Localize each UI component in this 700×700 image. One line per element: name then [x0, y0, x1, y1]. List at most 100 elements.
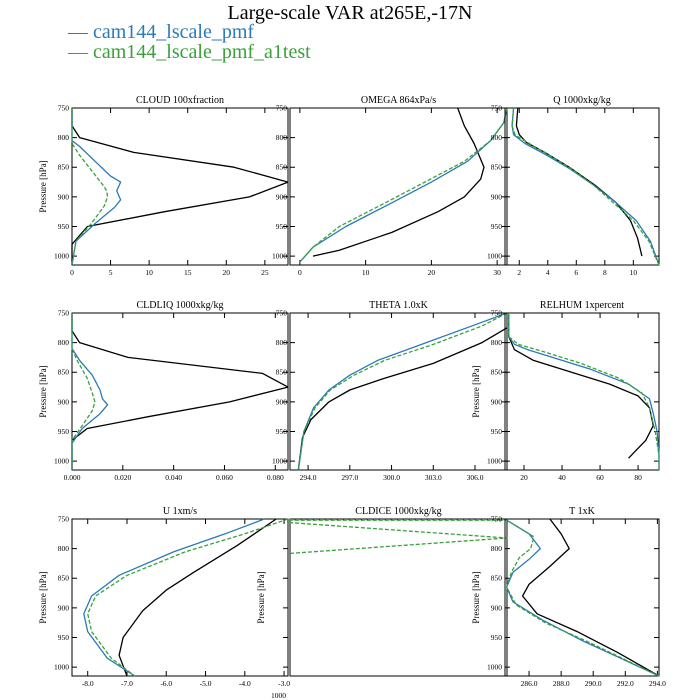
x-tick-label: 5 — [109, 268, 113, 277]
x-tick-label: 10 — [362, 268, 370, 277]
panel-title: CLDICE 1000xkg/kg — [355, 506, 441, 517]
chart-panel-9: T 1xK Pressure [hPa] 750 800 850 900 950 1000 28… — [471, 506, 666, 688]
y-tick-label: 900 — [276, 397, 288, 406]
y-tick-label: 900 — [58, 192, 70, 201]
y-tick-label: 1000 — [487, 457, 502, 466]
panel-title: THETA 1.0xK — [369, 300, 428, 311]
plot-frame — [289, 312, 508, 471]
x-tick-label: 4 — [546, 268, 550, 277]
y-tick-label: 950 — [58, 427, 70, 436]
y-tick-label: 850 — [491, 163, 503, 172]
x-tick-label: -7.0 — [121, 679, 133, 688]
y-axis-label: Pressure [hPa] — [256, 571, 266, 623]
panel-title: CLDLIQ 1000xkg/kg — [137, 300, 224, 311]
y-tick-label: 800 — [58, 338, 70, 347]
series-line-2 — [511, 107, 660, 266]
x-tick-label: 20 — [223, 268, 231, 277]
series-line-1 — [290, 518, 508, 521]
panel-title: T 1xK — [569, 506, 595, 517]
y-tick-label: 750 — [491, 104, 503, 113]
y-axis-label: Pressure [hPa] — [38, 365, 48, 417]
series-line-2 — [505, 519, 660, 677]
x-tick-label: 288.0 — [553, 679, 570, 688]
y-tick-label: 850 — [276, 163, 288, 172]
y-tick-label: 1000 — [487, 663, 502, 672]
x-tick-label: 0.060 — [216, 473, 233, 482]
y-tick-label: 950 — [58, 633, 70, 642]
series-line-1 — [521, 518, 660, 677]
series-line-1 — [71, 313, 289, 470]
y-tick-label: 1000 — [54, 252, 69, 261]
y-tick-label: 750 — [58, 104, 70, 113]
x-tick-label: -4.0 — [239, 679, 251, 688]
panel-title: U 1xm/s — [163, 506, 197, 517]
plot-frame — [71, 518, 289, 677]
y-tick-label: 950 — [58, 222, 70, 231]
panel-title: CLOUD 100xfraction — [136, 95, 224, 106]
x-tick-label: 10 — [630, 268, 638, 277]
y-tick-label: 900 — [58, 397, 70, 406]
legend-entry-2: — cam144_lscale_pmf_a1test — [68, 41, 311, 63]
y-tick-label: 850 — [276, 368, 288, 377]
y-tick-label: 750 — [58, 515, 70, 524]
series-line-1 — [118, 518, 277, 677]
y-tick-label: 1000 — [487, 252, 502, 261]
series-line-2 — [299, 107, 508, 263]
x-tick-label: -6.0 — [160, 679, 172, 688]
chart-panel-1: CLOUD 100xfraction Pressure [hPa] 750 800 85… — [38, 95, 289, 277]
chart-panel-5: THETA 1.0xK 750 800 850 900 950 1000 294.0 297.0… — [272, 300, 508, 482]
series-line-1 — [71, 108, 289, 265]
chart-panel-2: OMEGA 864xPa/s 750 800 850 900 950 1000 0 10 20 30 — [272, 95, 508, 277]
y-tick-label: 850 — [58, 574, 70, 583]
bottom-label: 1000 — [271, 691, 286, 700]
series-line-2 — [71, 108, 122, 266]
y-tick-label: 800 — [491, 133, 503, 142]
series-line-2 — [71, 313, 109, 470]
x-tick-label: 20 — [520, 473, 528, 482]
x-tick-label: 6 — [574, 268, 578, 277]
y-tick-label: 750 — [491, 515, 503, 524]
x-tick-label: -8.0 — [82, 679, 94, 688]
y-tick-label: 950 — [276, 222, 288, 231]
x-tick-label: 20 — [428, 268, 436, 277]
y-tick-label: 800 — [58, 544, 70, 553]
chart-panel-8: CLDICE 1000xkg/kg Pressure [hPa] 1000 — [256, 506, 508, 700]
plot-frame — [504, 312, 660, 471]
y-tick-label: 850 — [491, 574, 503, 583]
chart-panel-6: RELHUM 1xpercent Pressure [hPa] 750 800 850 9… — [471, 300, 660, 482]
x-tick-label: 300.0 — [383, 473, 400, 482]
y-tick-label: 1000 — [272, 457, 287, 466]
series-line-1 — [508, 313, 654, 459]
x-tick-label: 40 — [558, 473, 566, 482]
y-tick-label: 1000 — [272, 252, 287, 261]
y-tick-label: 900 — [276, 192, 288, 201]
x-tick-label: 290.0 — [585, 679, 602, 688]
x-tick-label: 8 — [603, 268, 607, 277]
series-line-1 — [297, 327, 508, 471]
x-tick-label: 25 — [261, 268, 269, 277]
x-tick-label: 303.0 — [425, 473, 442, 482]
plot-frame — [504, 518, 660, 677]
y-tick-label: 950 — [491, 633, 503, 642]
y-axis-label: Pressure [hPa] — [471, 365, 481, 417]
y-tick-label: 1000 — [54, 457, 69, 466]
y-tick-label: 800 — [276, 133, 288, 142]
x-tick-label: 80 — [634, 473, 642, 482]
x-tick-label: 0.080 — [267, 473, 284, 482]
x-tick-label: 10 — [145, 268, 153, 277]
x-tick-label: 306.0 — [467, 473, 484, 482]
page-title: Large-scale VAR at265E,-17N — [227, 2, 473, 24]
series-line-1 — [515, 107, 643, 257]
y-tick-label: 950 — [491, 222, 503, 231]
y-tick-label: 900 — [491, 397, 503, 406]
x-tick-label: 0 — [70, 268, 74, 277]
y-axis-label: Pressure [hPa] — [38, 160, 48, 212]
x-tick-label: 2 — [517, 268, 521, 277]
y-axis-label: Pressure [hPa] — [471, 571, 481, 623]
y-tick-label: 850 — [58, 163, 70, 172]
plot-frame — [71, 312, 289, 471]
x-tick-label: 292.0 — [617, 679, 634, 688]
plot-frame — [289, 107, 508, 266]
chart-panel-3: Q 1000xkg/kg 750 800 850 900 950 1000 2 4 6 8 10 — [487, 95, 660, 277]
